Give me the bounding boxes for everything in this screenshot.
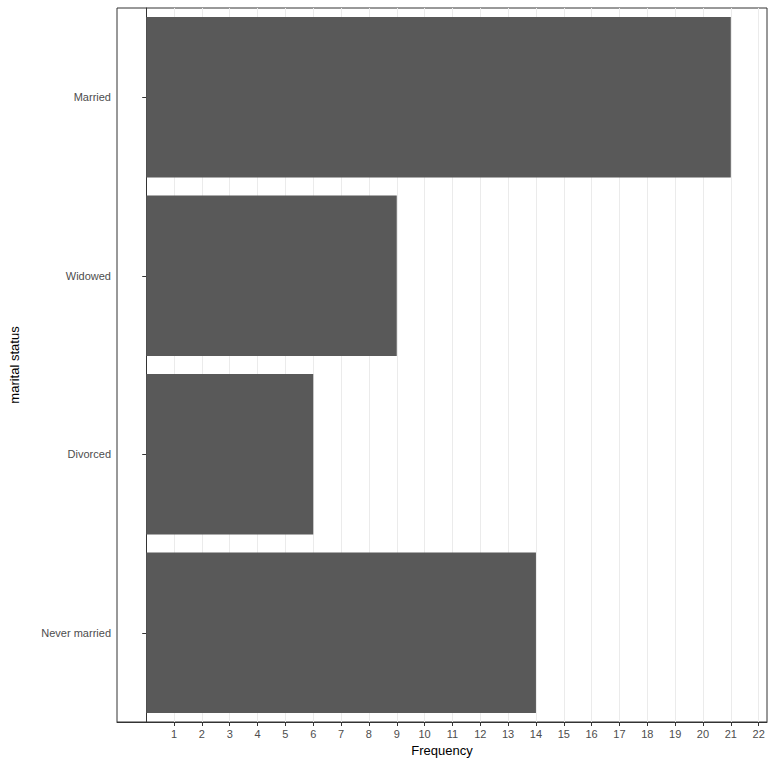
svg-text:13: 13 [502, 728, 514, 740]
svg-text:20: 20 [697, 728, 709, 740]
svg-text:16: 16 [586, 728, 598, 740]
svg-text:18: 18 [641, 728, 653, 740]
svg-text:10: 10 [418, 728, 430, 740]
svg-text:4: 4 [255, 728, 261, 740]
svg-text:15: 15 [558, 728, 570, 740]
svg-text:12: 12 [474, 728, 486, 740]
svg-text:21: 21 [725, 728, 737, 740]
svg-text:marital status: marital status [7, 326, 22, 404]
svg-text:Frequency: Frequency [411, 743, 473, 758]
svg-text:2: 2 [199, 728, 205, 740]
svg-text:Never married: Never married [41, 627, 111, 639]
svg-text:22: 22 [753, 728, 765, 740]
svg-text:19: 19 [669, 728, 681, 740]
svg-text:14: 14 [530, 728, 542, 740]
svg-text:Widowed: Widowed [66, 270, 111, 282]
svg-text:6: 6 [310, 728, 316, 740]
svg-text:8: 8 [366, 728, 372, 740]
svg-text:17: 17 [613, 728, 625, 740]
svg-text:9: 9 [394, 728, 400, 740]
svg-text:Divorced: Divorced [68, 448, 111, 460]
svg-text:11: 11 [447, 728, 458, 740]
svg-text:1: 1 [171, 728, 177, 740]
svg-text:3: 3 [227, 728, 233, 740]
svg-text:5: 5 [282, 728, 288, 740]
svg-text:Married: Married [74, 91, 111, 103]
svg-text:7: 7 [338, 728, 344, 740]
